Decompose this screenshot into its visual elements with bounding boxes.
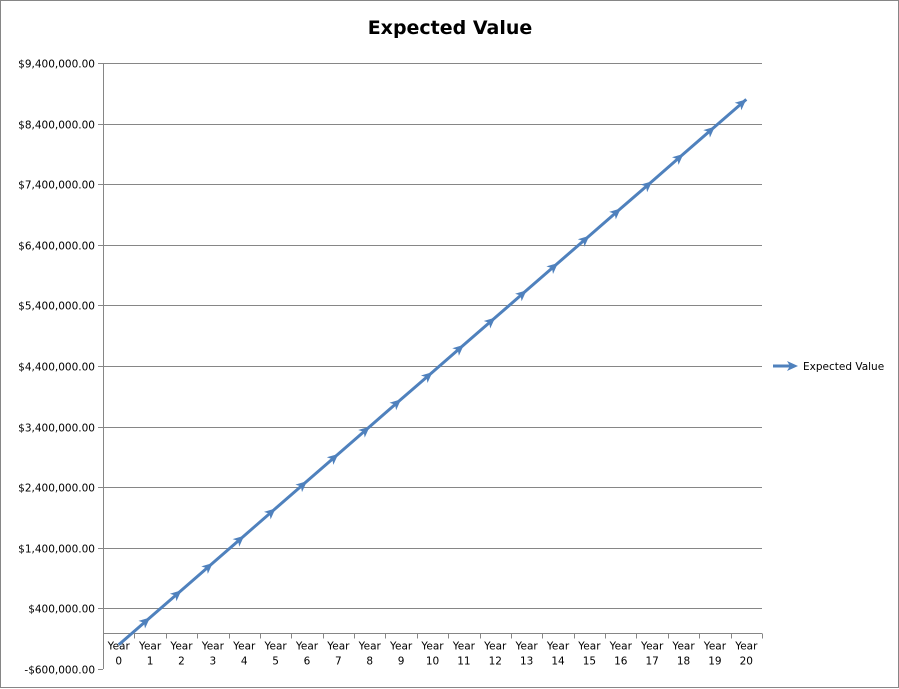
x-tick-label: Year xyxy=(577,641,601,653)
data-point-arrow xyxy=(232,535,245,547)
x-tick-label: 17 xyxy=(645,656,658,668)
x-tick-label: Year xyxy=(295,641,319,653)
y-tick-label: $3,400,000.00 xyxy=(18,423,95,435)
data-point-arrow xyxy=(734,99,747,111)
x-tick-label: Year xyxy=(232,641,256,653)
x-tick-label: 7 xyxy=(335,656,342,668)
x-tick-label: Year xyxy=(609,641,633,653)
data-point-arrow xyxy=(672,153,684,165)
x-tick-label: 18 xyxy=(677,656,690,668)
x-tick-label: Year xyxy=(389,641,413,653)
x-tick-label: 10 xyxy=(426,656,439,668)
y-tick-label: $400,000.00 xyxy=(28,604,95,616)
data-point-arrow xyxy=(295,481,307,493)
data-point-arrow xyxy=(703,126,715,138)
x-tick-label: Year xyxy=(515,641,539,653)
chart-title: Expected Value xyxy=(368,17,533,39)
x-tick-label: Year xyxy=(546,641,570,653)
legend: Expected Value xyxy=(773,361,884,373)
y-tick-label: $4,400,000.00 xyxy=(18,362,95,374)
x-tick-label: 2 xyxy=(178,656,185,668)
data-point-arrow xyxy=(358,426,370,438)
data-point-arrow xyxy=(546,263,558,274)
data-point-arrow xyxy=(452,344,464,356)
x-tick-label: 9 xyxy=(398,656,405,668)
x-tick-label: 12 xyxy=(489,656,502,668)
x-tick-label: 6 xyxy=(304,656,311,668)
data-point-arrow xyxy=(609,208,621,220)
x-tick-label: Year xyxy=(671,641,695,653)
y-tick-label: $9,400,000.00 xyxy=(18,59,95,71)
x-tick-label: 16 xyxy=(614,656,628,668)
y-tick-label: -$600,000.00 xyxy=(24,665,95,677)
y-tick-label: $5,400,000.00 xyxy=(18,301,95,313)
y-tick-label: $1,400,000.00 xyxy=(18,544,95,556)
series-line xyxy=(117,98,748,646)
data-point-arrow xyxy=(483,317,496,329)
y-axis-tick-labels: -$600,000.00 $400,000.00 $1,400,000.00 $2,4… xyxy=(18,59,95,677)
y-tick-label: $2,400,000.00 xyxy=(18,483,95,495)
x-tick-label: 13 xyxy=(520,656,533,668)
data-point-arrow xyxy=(389,399,402,411)
data-point-arrow xyxy=(326,453,339,465)
data-point-arrow xyxy=(420,372,433,383)
legend-arrow-icon xyxy=(787,361,798,371)
x-tick-label: Year xyxy=(138,641,162,653)
x-tick-label: 0 xyxy=(115,656,122,668)
x-tick-label: Year xyxy=(703,641,727,653)
x-tick-label: 11 xyxy=(457,656,470,668)
x-tick-label: 20 xyxy=(740,656,753,668)
x-axis-tick-labels: Year 0 Year 1 Year 2 Year 3 Year 4 Year 5 Year 6 Year 7… xyxy=(107,641,759,668)
y-tick-label: $7,400,000.00 xyxy=(18,180,95,192)
x-tick-label: Year xyxy=(358,641,382,653)
x-tick-label: Year xyxy=(201,641,225,653)
x-tick-label: 1 xyxy=(147,656,154,668)
x-tick-label: 5 xyxy=(272,656,279,668)
x-tick-label: Year xyxy=(420,641,444,653)
data-point-arrow xyxy=(138,617,151,629)
x-tick-label: 4 xyxy=(241,656,248,668)
gridlines xyxy=(98,63,762,670)
x-tick-label: Year xyxy=(326,641,350,653)
x-tick-label: Year xyxy=(107,641,131,653)
x-tick-label: Year xyxy=(640,641,664,653)
x-tick-label: 14 xyxy=(551,656,565,668)
axes xyxy=(103,63,763,669)
y-tick-label: $6,400,000.00 xyxy=(18,241,95,253)
y-tick-label: $8,400,000.00 xyxy=(18,120,95,132)
data-point-arrow xyxy=(264,508,276,520)
legend-label: Expected Value xyxy=(803,361,884,373)
data-point-arrow xyxy=(201,563,213,574)
x-tick-label: 8 xyxy=(366,656,373,668)
x-tick-label: Year xyxy=(734,641,758,653)
x-tick-label: 19 xyxy=(708,656,721,668)
x-tick-label: Year xyxy=(263,641,287,653)
data-point-arrow xyxy=(169,590,182,602)
x-tick-label: 15 xyxy=(583,656,596,668)
x-tick-label: Year xyxy=(169,641,193,653)
series-expected-value xyxy=(117,98,748,646)
data-point-arrow xyxy=(515,290,527,302)
data-point-arrow xyxy=(577,235,590,247)
x-tick-label: Year xyxy=(452,641,476,653)
data-point-arrow xyxy=(640,181,653,193)
x-tick-label: Year xyxy=(483,641,507,653)
x-tick-label: 3 xyxy=(209,656,216,668)
